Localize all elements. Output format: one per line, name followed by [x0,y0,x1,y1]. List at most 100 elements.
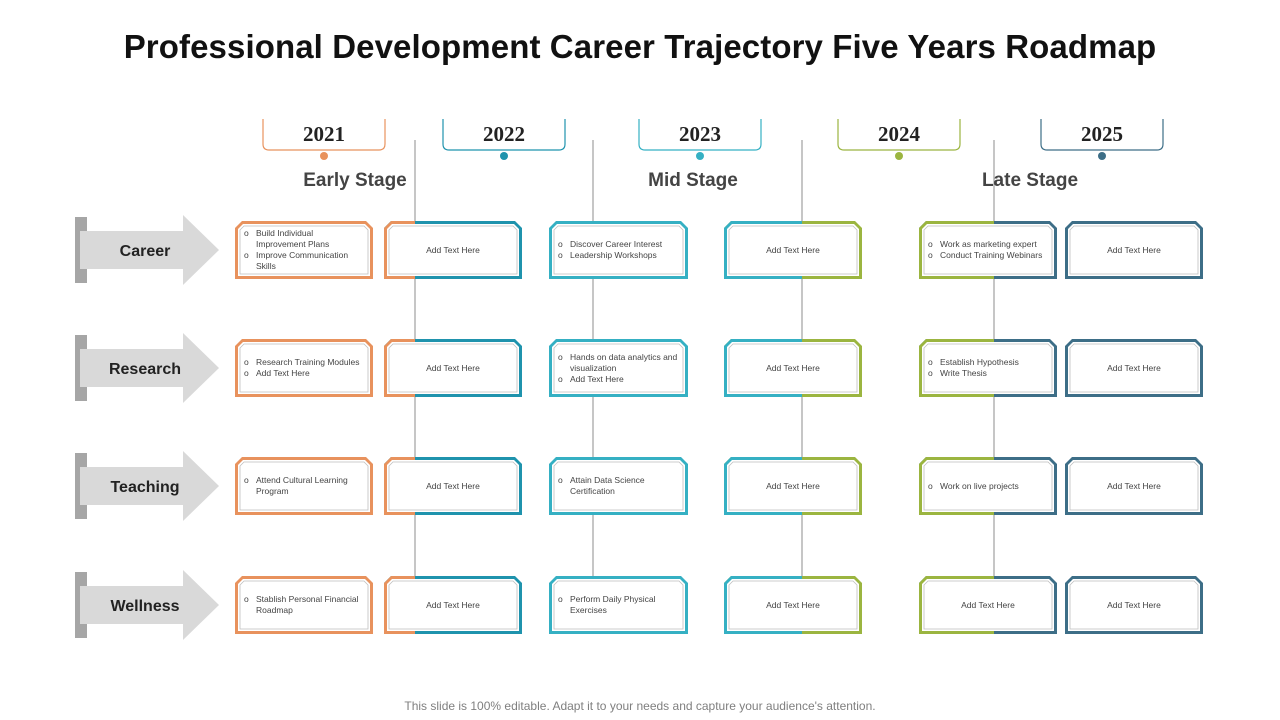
card-placeholder: Add Text Here [426,362,480,373]
footer-note: This slide is 100% editable. Adapt it to… [404,699,876,713]
card-placeholder: Add Text Here [426,480,480,491]
year-bracket-2022 [442,119,566,151]
card-bullet-item: Write Thesis [926,368,1048,379]
card-text-career-1: Build Individual Improvement PlansImprov… [240,226,368,274]
year-dot-2023 [696,152,704,160]
row-label-teaching: Teaching [110,479,179,496]
card-teaching-5 [919,457,1057,515]
card-bullet-list: Attend Cultural Learning Program [242,475,364,497]
card-text-wellness-3: Perform Daily Physical Exercises [554,581,683,629]
card-placeholder: Add Text Here [766,244,820,255]
card-teaching-6 [1065,457,1203,515]
card-placeholder: Add Text Here [1107,362,1161,373]
card-wellness-6 [1065,576,1203,634]
card-bullet-item: Improve Communication Skills [242,250,364,272]
card-text-teaching-4: Add Text Here [729,462,857,510]
card-text-teaching-3: Attain Data Science Certification [554,462,683,510]
card-placeholder: Add Text Here [1107,599,1161,610]
card-career-6 [1065,221,1203,279]
year-dot-2025 [1098,152,1106,160]
year-label-2023: 2023 [679,122,721,146]
card-placeholder: Add Text Here [766,362,820,373]
year-label-2022: 2022 [483,122,525,146]
card-research-6 [1065,339,1203,397]
card-teaching-2 [384,457,522,515]
year-dot-2022 [500,152,508,160]
card-text-career-3: Discover Career InterestLeadership Works… [554,226,683,274]
card-text-wellness-1: Stablish Personal Financial Roadmap [240,581,368,629]
card-bullet-list: Work as marketing expertConduct Training… [926,239,1048,261]
card-text-research-5: Establish HypothesisWrite Thesis [924,344,1052,392]
card-bullet-item: Stablish Personal Financial Roadmap [242,594,364,616]
stage-label-1: Early Stage [303,170,407,191]
row-label-career: Career [120,243,171,260]
card-bullet-item: Add Text Here [242,368,364,379]
year-bracket-2023 [638,119,762,151]
card-bullet-item: Build Individual Improvement Plans [242,228,364,250]
card-wellness-5 [919,576,1057,634]
card-research-2 [384,339,522,397]
card-bullet-item: Work on live projects [926,481,1048,492]
row-arrow-research [75,333,219,403]
card-bullet-list: Establish HypothesisWrite Thesis [926,357,1048,379]
card-bullet-list: Work on live projects [926,481,1048,492]
card-text-wellness-6: Add Text Here [1070,581,1198,629]
card-text-career-2: Add Text Here [389,226,517,274]
card-text-career-4: Add Text Here [729,226,857,274]
card-bullet-list: Stablish Personal Financial Roadmap [242,594,364,616]
card-career-4 [724,221,862,279]
row-label-wellness: Wellness [110,598,179,615]
stage-label-3: Late Stage [982,170,1078,191]
year-bracket-2024 [837,119,961,151]
card-bullet-item: Work as marketing expert [926,239,1048,250]
card-bullet-item: Attend Cultural Learning Program [242,475,364,497]
year-dot-2024 [895,152,903,160]
card-text-wellness-5: Add Text Here [924,581,1052,629]
card-text-teaching-6: Add Text Here [1070,462,1198,510]
card-bullet-item: Attain Data Science Certification [556,475,679,497]
card-text-research-4: Add Text Here [729,344,857,392]
card-bullet-list: Perform Daily Physical Exercises [556,594,679,616]
card-bullet-list: Discover Career InterestLeadership Works… [556,239,679,261]
card-bullet-item: Add Text Here [556,374,679,385]
card-placeholder: Add Text Here [961,599,1015,610]
row-arrow-teaching [75,451,219,521]
row-arrow-wellness [75,570,219,640]
card-text-research-1: Research Training ModulesAdd Text Here [240,344,368,392]
slide-title: Professional Development Career Trajecto… [123,28,1157,65]
card-wellness-4 [724,576,862,634]
card-placeholder: Add Text Here [426,599,480,610]
year-label-2024: 2024 [878,122,921,146]
card-bullet-item: Perform Daily Physical Exercises [556,594,679,616]
card-text-teaching-2: Add Text Here [389,462,517,510]
card-text-research-2: Add Text Here [389,344,517,392]
card-text-teaching-1: Attend Cultural Learning Program [240,462,368,510]
card-bullet-list: Research Training ModulesAdd Text Here [242,357,364,379]
card-text-career-5: Work as marketing expertConduct Training… [924,226,1052,274]
year-bracket-2025 [1040,119,1164,151]
card-text-research-6: Add Text Here [1070,344,1198,392]
card-bullet-item: Leadership Workshops [556,250,679,261]
year-bracket-2021 [262,119,386,151]
card-bullet-list: Hands on data analytics and visualizatio… [556,352,679,385]
stage-label-2: Mid Stage [648,170,738,191]
card-placeholder: Add Text Here [766,599,820,610]
card-wellness-2 [384,576,522,634]
card-text-career-6: Add Text Here [1070,226,1198,274]
card-placeholder: Add Text Here [426,244,480,255]
row-arrow-career [75,215,219,285]
card-bullet-list: Build Individual Improvement PlansImprov… [242,228,364,272]
year-dot-2021 [320,152,328,160]
card-bullet-item: Conduct Training Webinars [926,250,1048,261]
year-label-2021: 2021 [303,122,345,146]
card-text-wellness-2: Add Text Here [389,581,517,629]
card-bullet-item: Establish Hypothesis [926,357,1048,368]
card-bullet-list: Attain Data Science Certification [556,475,679,497]
card-text-teaching-5: Work on live projects [924,462,1052,510]
card-text-wellness-4: Add Text Here [729,581,857,629]
year-label-2025: 2025 [1081,122,1123,146]
card-bullet-item: Hands on data analytics and visualizatio… [556,352,679,374]
card-bullet-item: Research Training Modules [242,357,364,368]
card-text-research-3: Hands on data analytics and visualizatio… [554,344,683,392]
card-career-2 [384,221,522,279]
